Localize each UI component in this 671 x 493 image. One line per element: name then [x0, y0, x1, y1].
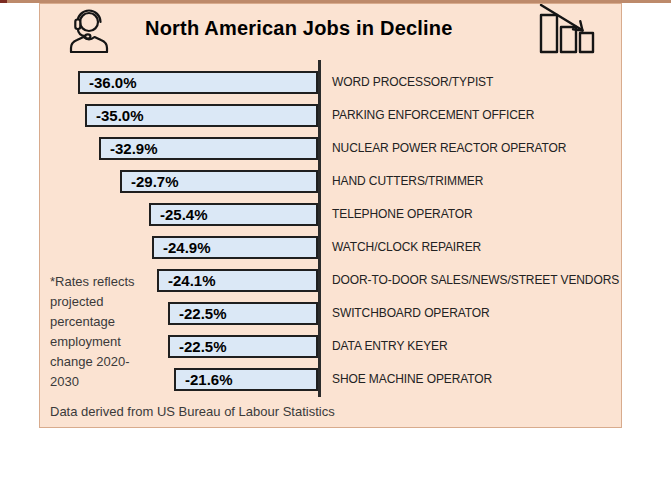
bar: -21.6%	[174, 368, 318, 391]
bar-value-label: -36.0%	[80, 73, 137, 92]
bar: -32.9%	[99, 137, 318, 160]
footnote-line: 2030	[50, 372, 170, 392]
bar-value-label: -22.5%	[170, 337, 227, 356]
category-label: TELEPHONE OPERATOR	[332, 203, 472, 226]
headset-person-icon	[66, 7, 112, 53]
bar: -24.1%	[157, 269, 318, 292]
bar: -35.0%	[85, 104, 318, 127]
corner-mark	[0, 0, 7, 3]
footnote-line: percentage	[50, 312, 170, 332]
declining-bar-chart-icon	[538, 4, 596, 54]
bar: -24.9%	[152, 236, 318, 259]
category-label: NUCLEAR POWER REACTOR OPERATOR	[332, 137, 566, 160]
infographic-slide: North American Jobs in Decline -36.0% WOR…	[0, 0, 671, 493]
bar-value-label: -25.4%	[151, 205, 208, 224]
bar-value-label: -29.7%	[122, 172, 179, 191]
bar: -22.5%	[168, 335, 318, 358]
category-label: SHOE MACHINE OPERATOR	[332, 368, 492, 391]
rates-footnote: *Rates reflectsprojectedpercentageemploy…	[50, 272, 170, 392]
value-axis-line	[318, 60, 321, 397]
category-label: WORD PROCESSOR/TYPIST	[332, 71, 493, 94]
category-label: WATCH/CLOCK REPAIRER	[332, 236, 481, 259]
bar-value-label: -35.0%	[87, 106, 144, 125]
bar-value-label: -22.5%	[170, 304, 227, 323]
data-source-note: Data derived from US Bureau of Labour St…	[50, 404, 335, 419]
category-label: PARKING ENFORCEMENT OFFICER	[332, 104, 534, 127]
bar: -29.7%	[120, 170, 318, 193]
bar: -25.4%	[149, 203, 318, 226]
bar-value-label: -24.9%	[154, 238, 211, 257]
category-label: SWITCHBOARD OPERATOR	[332, 302, 490, 325]
footnote-line: projected	[50, 292, 170, 312]
category-label: DOOR-TO-DOOR SALES/NEWS/STREET VENDORS	[332, 269, 619, 292]
bar-value-label: -32.9%	[101, 139, 158, 158]
bar: -22.5%	[168, 302, 318, 325]
category-label: DATA ENTRY KEYER	[332, 335, 448, 358]
footnote-line: *Rates reflects	[50, 272, 170, 292]
bar: -36.0%	[78, 71, 318, 94]
page-title: North American Jobs in Decline	[145, 17, 453, 40]
bar-value-label: -21.6%	[176, 370, 233, 389]
footnote-line: employment	[50, 332, 170, 352]
footnote-line: change 2020-	[50, 352, 170, 372]
category-label: HAND CUTTERS/TRIMMER	[332, 170, 483, 193]
